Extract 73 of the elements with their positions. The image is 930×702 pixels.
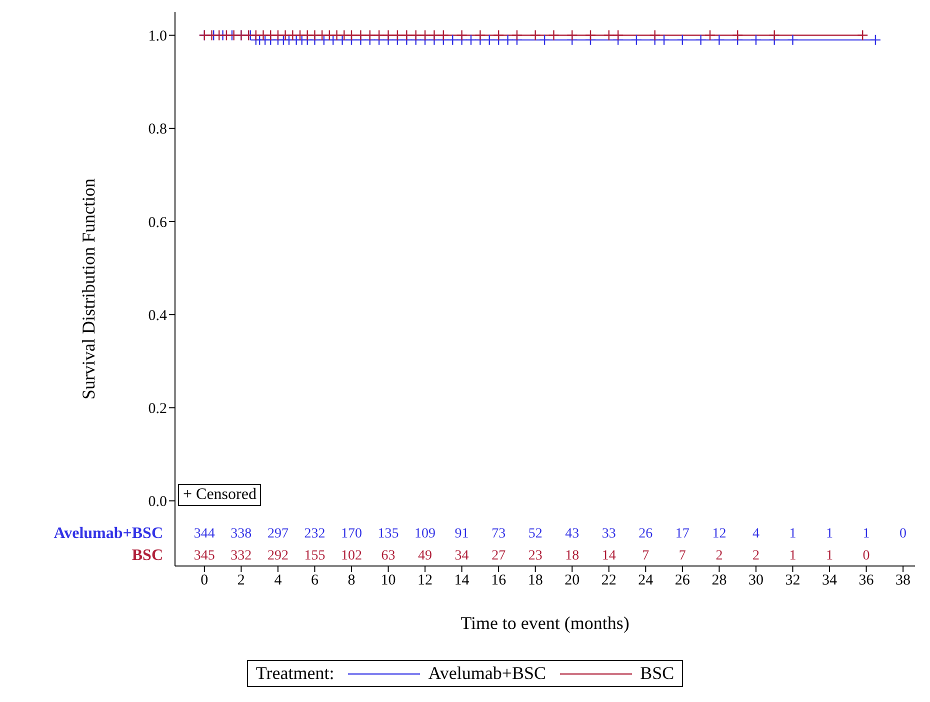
x-tick-label: 12 — [418, 572, 433, 589]
annotation: 338 — [230, 526, 252, 542]
annotation: 102 — [340, 548, 362, 564]
y-axis-title: Survival Distribution Function — [78, 178, 98, 400]
annotation: 73 — [492, 526, 506, 542]
annotation: 43 — [565, 526, 580, 542]
y-tick-label: 0.4 — [148, 308, 168, 324]
y-tick-label: 0.6 — [148, 214, 168, 231]
y-tick-label: 0.8 — [148, 122, 167, 138]
annotation: 7 — [678, 548, 686, 564]
y-tick-label: 0.2 — [148, 401, 167, 418]
x-tick-label: 36 — [858, 572, 874, 589]
x-tick-label: 2 — [237, 572, 245, 589]
annotation: 2 — [716, 548, 723, 564]
x-tick-label: 26 — [674, 572, 690, 589]
text: BSC — [132, 547, 163, 564]
annotation: 4 — [752, 526, 760, 542]
annotation: 1 — [826, 548, 834, 564]
annotation: 345 — [194, 548, 215, 564]
annotation: 23 — [528, 548, 542, 564]
x-tick-label: 4 — [274, 572, 282, 589]
annotation: 12 — [712, 526, 726, 542]
y-tick-label: 1.0 — [148, 28, 167, 45]
x-tick-label: 20 — [564, 572, 580, 589]
annotation: 332 — [230, 548, 252, 564]
annotation: 17 — [675, 526, 690, 542]
annotation: 63 — [381, 548, 396, 564]
x-tick-label: 34 — [822, 572, 838, 589]
annotation: 109 — [414, 526, 436, 542]
annotation: 33 — [602, 526, 616, 542]
annotation: 34 — [454, 548, 469, 564]
legend-label: Avelumab+BSC — [428, 663, 546, 684]
annotation: 14 — [602, 548, 616, 564]
annotation: 292 — [267, 548, 288, 564]
legend-label: BSC — [640, 663, 674, 684]
annotation: 18 — [565, 548, 580, 564]
annotation: 49 — [418, 548, 432, 564]
x-tick-label: 38 — [896, 572, 911, 589]
annotation: + Censored — [178, 484, 262, 506]
text: Avelumab+BSC — [54, 525, 163, 542]
x-tick-label: 28 — [712, 572, 727, 589]
x-tick-label: 24 — [638, 572, 654, 589]
annotation: 155 — [304, 548, 326, 564]
legend-title: Treatment: — [256, 663, 334, 684]
annotation: 1 — [862, 526, 870, 542]
annotation: 2 — [752, 548, 760, 564]
x-tick-label: 8 — [348, 572, 356, 589]
annotation: 1 — [826, 526, 834, 542]
annotation: 297 — [267, 526, 288, 542]
annotation: 232 — [304, 526, 326, 542]
x-tick-label: 22 — [601, 572, 616, 589]
annotation: 91 — [454, 526, 469, 542]
annotation: 52 — [528, 526, 542, 542]
x-tick-label: 6 — [310, 572, 319, 589]
annotation: 1 — [789, 526, 796, 542]
x-tick-label: 14 — [454, 572, 470, 589]
x-tick-label: 18 — [528, 572, 543, 589]
annotation: 27 — [492, 548, 506, 564]
annotation: 135 — [378, 526, 399, 542]
annotation: 0 — [862, 548, 870, 564]
x-tick-label: 32 — [785, 572, 800, 589]
annotation: 170 — [340, 526, 362, 542]
x-tick-label: 30 — [748, 572, 764, 589]
annotation: 26 — [638, 526, 653, 542]
x-tick-label: 10 — [380, 572, 396, 589]
annotation: 1 — [789, 548, 796, 564]
annotation: 7 — [642, 548, 650, 564]
annotation: 344 — [194, 526, 215, 542]
annotation: 0 — [900, 526, 907, 542]
y-tick-label: 0.0 — [148, 494, 167, 510]
x-axis-title: Time to event (months) — [460, 612, 630, 633]
x-tick-label: 0 — [200, 572, 208, 589]
x-tick-label: 16 — [491, 572, 507, 589]
